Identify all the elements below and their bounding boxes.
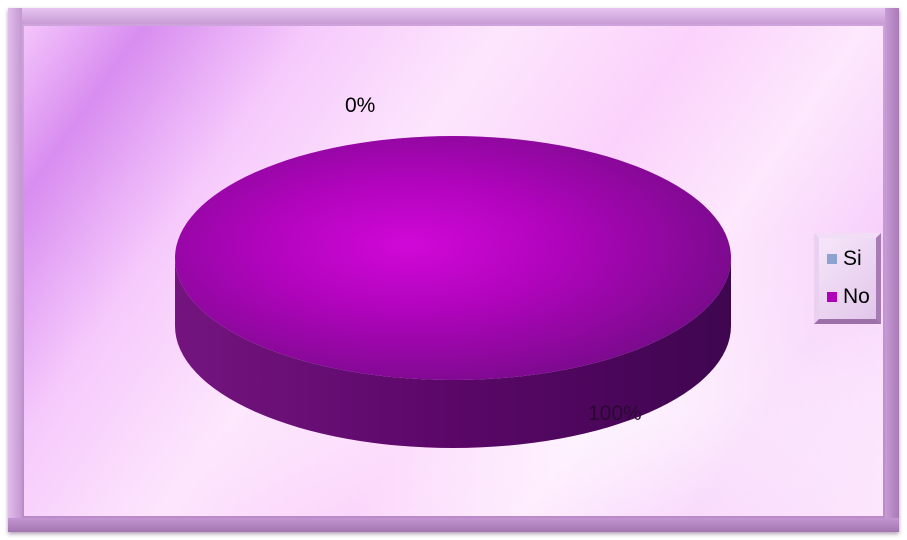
frame-bevel-top: [8, 8, 899, 24]
frame-bevel-right: [885, 8, 899, 532]
pie-slice-no: [175, 136, 731, 380]
pie-marks: [175, 136, 731, 448]
legend-item-si: Si: [827, 246, 862, 272]
legend-label-no: No: [843, 285, 870, 308]
pie-chart: [175, 136, 731, 448]
legend-swatch-si: [827, 254, 837, 264]
frame-bevel-left: [8, 8, 22, 532]
chart-frame: 0% 100% Si No: [8, 8, 899, 532]
chart-legend: Si No: [814, 233, 881, 324]
legend-swatch-no: [827, 292, 837, 302]
data-label-si: 0%: [345, 94, 376, 117]
pie-slice-no-side: [175, 258, 731, 448]
legend-item-no: No: [827, 284, 870, 310]
chart-area: 0% 100% Si No: [24, 26, 883, 516]
frame-bevel-bottom: [8, 518, 899, 532]
data-label-no: 100%: [588, 402, 642, 425]
legend-label-si: Si: [843, 247, 862, 270]
